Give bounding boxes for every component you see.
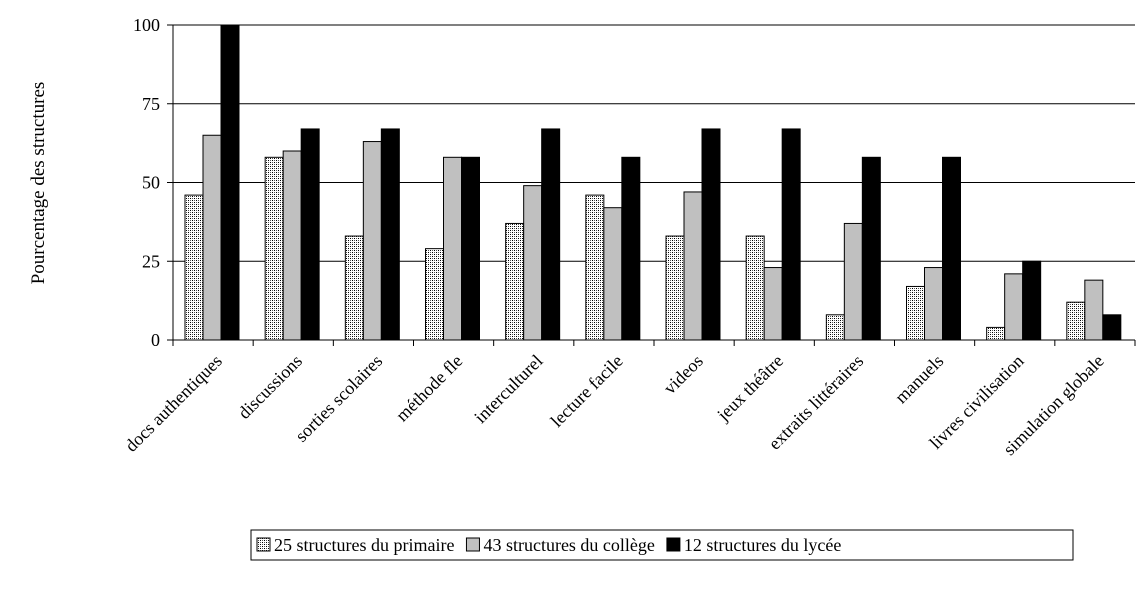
bar-lycee xyxy=(1022,260,1042,341)
y-tick-label: 50 xyxy=(142,173,160,193)
legend-label: 12 structures du lycée xyxy=(684,535,841,555)
category-label: lecture facile xyxy=(547,351,627,431)
bar-lycee xyxy=(701,128,721,341)
bar-college xyxy=(202,134,222,341)
category-label: manuels xyxy=(891,351,948,408)
bar-lycee xyxy=(781,128,801,341)
y-tick-label: 25 xyxy=(142,251,160,271)
bar-college xyxy=(603,207,623,341)
bar-primaire xyxy=(665,235,685,341)
bar-college xyxy=(763,267,783,341)
bar-lycee xyxy=(300,128,320,341)
bar-lycee xyxy=(621,156,641,341)
bar-primaire xyxy=(264,156,284,341)
bar-college xyxy=(362,141,382,341)
bar-college xyxy=(282,150,302,341)
bar-primaire xyxy=(425,248,444,341)
legend: 25 structures du primaire 43 structures d… xyxy=(250,529,1074,561)
bar-primaire xyxy=(505,222,525,341)
legend-swatch xyxy=(256,537,271,552)
y-tick-label: 0 xyxy=(151,330,160,350)
y-tick-labels: 0 25 50 75 100 xyxy=(133,15,160,350)
legend-label: 25 structures du primaire xyxy=(274,535,454,555)
bar-lycee xyxy=(541,128,561,341)
y-tick-label: 100 xyxy=(133,15,160,35)
y-tick-label: 75 xyxy=(142,94,160,114)
category-label: interculturel xyxy=(470,351,546,427)
y-axis-label: Pourcentage des structures xyxy=(28,82,49,285)
bar-lycee xyxy=(220,24,240,341)
axes xyxy=(167,24,1136,346)
bars xyxy=(184,24,1122,341)
bar-lycee xyxy=(861,156,881,341)
bar-lycee xyxy=(942,156,961,341)
bar-primaire xyxy=(585,194,605,341)
bar-lycee xyxy=(1102,314,1122,341)
bar-primaire xyxy=(1066,301,1086,341)
bar-primaire xyxy=(745,235,765,341)
bar-primaire xyxy=(986,326,1006,341)
bar-college xyxy=(443,156,462,341)
gridlines xyxy=(173,24,1135,262)
bar-college xyxy=(924,267,943,341)
category-label: discussions xyxy=(234,351,306,423)
bar-college xyxy=(683,191,703,341)
bar-lycee xyxy=(461,156,480,341)
bar-lycee xyxy=(380,128,400,341)
bar-primaire xyxy=(825,314,845,341)
category-label: méthode fle xyxy=(392,351,467,426)
bar-primaire xyxy=(906,285,925,341)
bar-college xyxy=(1084,279,1104,341)
bar-college xyxy=(523,185,543,341)
bar-college xyxy=(843,222,863,341)
bar-college xyxy=(1004,273,1024,341)
legend-swatch xyxy=(666,537,681,552)
legend-swatch xyxy=(465,537,480,552)
legend-label: 43 structures du collège xyxy=(483,535,654,555)
category-label: jeux théâtre xyxy=(713,351,788,426)
category-label: videos xyxy=(660,351,707,398)
bar-primaire xyxy=(184,194,204,341)
legend-box xyxy=(250,529,1074,561)
category-label: docs authentiques xyxy=(121,351,226,456)
bar-primaire xyxy=(344,235,364,341)
